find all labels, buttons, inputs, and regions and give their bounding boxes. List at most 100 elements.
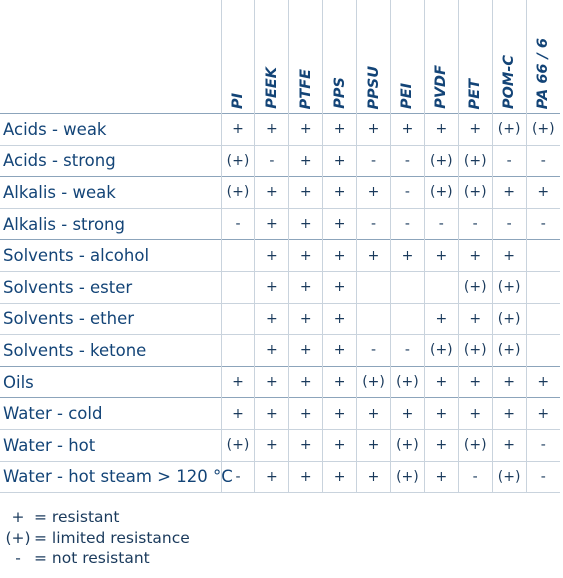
resistance-cell: - (356, 207, 391, 240)
resistance-cell: + (288, 270, 324, 304)
material-label: PA 66 / 6 (535, 37, 552, 109)
material-header: POM-C (492, 0, 527, 114)
row-label: Water - hot steam > 120 °C (0, 460, 233, 494)
resistance-cell: + (356, 397, 391, 430)
resistance-cell (221, 270, 256, 304)
resistance-cell: + (322, 365, 358, 398)
resistance-cell: + (322, 239, 358, 272)
row-label: Oils (0, 365, 222, 398)
resistance-cell: (+) (458, 176, 493, 209)
resistance-cell: - (356, 334, 391, 367)
resistance-cell: + (254, 428, 290, 462)
table-body: Acids - weak + + + + + + + + (+) (+) Acids - strong… (0, 113, 560, 494)
resistance-cell (356, 302, 391, 335)
resistance-cell: + (322, 207, 358, 240)
resistance-cell: + (492, 397, 527, 430)
resistance-cell: (+) (424, 334, 459, 367)
row-label: Solvents - ketone (0, 334, 222, 367)
resistance-cell: - (390, 176, 425, 209)
resistance-cell: (+) (356, 365, 391, 398)
resistance-cell: + (288, 239, 324, 272)
material-header: PTFE (288, 0, 324, 114)
material-label: PPS (331, 77, 348, 109)
legend-symbol: + (11, 508, 25, 526)
legend-item: + = resistant (4, 507, 190, 528)
resistance-cell: + (254, 239, 290, 272)
material-label: PEI (399, 83, 416, 109)
resistance-cell: + (424, 239, 459, 272)
row-label: Water - hot (0, 428, 222, 462)
material-header: PA 66 / 6 (526, 0, 560, 114)
resistance-cell: + (322, 176, 358, 209)
resistance-cell: (+) (492, 113, 527, 146)
table-row: Water - hot (+) + + + + (+) + (+) + - (0, 428, 560, 462)
material-header: PPS (322, 0, 358, 114)
legend: + = resistant (+) = limited resistance - = no… (4, 507, 190, 569)
table-row: Acids - strong (+) - + + - - (+) (+) - - (0, 144, 560, 177)
resistance-cell: (+) (221, 144, 256, 177)
header-corner (0, 0, 222, 114)
material-header: PVDF (424, 0, 459, 114)
resistance-cell: (+) (492, 302, 527, 335)
resistance-cell: + (221, 113, 256, 146)
material-header-row: PI PEEK PTFE PPS PPSU PEI PVDF PET POM-C PA 66 / … (0, 0, 560, 114)
resistance-cell: + (221, 397, 256, 430)
resistance-cell: + (492, 428, 527, 462)
legend-item: - = not resistant (4, 548, 190, 569)
material-header: PEEK (254, 0, 290, 114)
resistance-cell: - (390, 144, 425, 177)
resistance-cell: (+) (492, 460, 527, 494)
table-row: Oils + + + + (+) (+) + + + + (0, 365, 560, 398)
resistance-cell: + (288, 365, 324, 398)
resistance-cell: - (526, 144, 560, 177)
resistance-cell (390, 302, 425, 335)
resistance-cell: + (221, 365, 256, 398)
resistance-cell: + (254, 397, 290, 430)
resistance-cell: + (390, 113, 425, 146)
resistance-cell: + (322, 270, 358, 304)
resistance-cell: + (322, 460, 358, 494)
row-label: Alkalis - weak (0, 176, 222, 209)
resistance-cell: - (390, 334, 425, 367)
resistance-cell: + (356, 113, 391, 146)
resistance-cell: - (254, 144, 290, 177)
row-label: Water - cold (0, 397, 222, 430)
table-row: Acids - weak + + + + + + + + (+) (+) (0, 113, 560, 146)
resistance-cell: - (492, 207, 527, 240)
table-row: Water - hot steam > 120 °C - + + + + (+) + - (+) - (0, 460, 560, 494)
legend-text: = limited resistance (34, 528, 190, 547)
row-label: Acids - strong (0, 144, 222, 177)
row-label: Acids - weak (0, 113, 222, 146)
resistance-cell: + (288, 144, 324, 177)
resistance-cell: - (526, 428, 560, 462)
resistance-cell: + (288, 207, 324, 240)
resistance-cell: - (458, 207, 493, 240)
material-header: PI (221, 0, 256, 114)
resistance-cell: + (288, 397, 324, 430)
resistance-cell: + (254, 176, 290, 209)
resistance-cell: - (526, 207, 560, 240)
resistance-cell: (+) (458, 144, 493, 177)
resistance-cell: (+) (458, 428, 493, 462)
resistance-cell: - (492, 144, 527, 177)
resistance-cell: - (221, 460, 256, 494)
resistance-cell: + (458, 113, 493, 146)
resistance-cell: + (526, 365, 560, 398)
legend-symbol: - (15, 549, 21, 567)
resistance-cell: + (424, 302, 459, 335)
legend-text: = resistant (34, 508, 120, 526)
table-row: Solvents - alcohol + + + + + + + + (0, 239, 560, 272)
resistance-cell: (+) (424, 144, 459, 177)
resistance-cell: (+) (492, 270, 527, 304)
resistance-cell: (+) (221, 176, 256, 209)
resistance-cell: + (492, 176, 527, 209)
resistance-cell (390, 270, 425, 304)
resistance-cell: + (458, 239, 493, 272)
resistance-cell: + (254, 365, 290, 398)
resistance-cell: (+) (458, 334, 493, 367)
resistance-cell: + (424, 397, 459, 430)
resistance-cell: + (322, 113, 358, 146)
resistance-cell: + (288, 176, 324, 209)
resistance-cell (356, 270, 391, 304)
resistance-cell: (+) (492, 334, 527, 367)
